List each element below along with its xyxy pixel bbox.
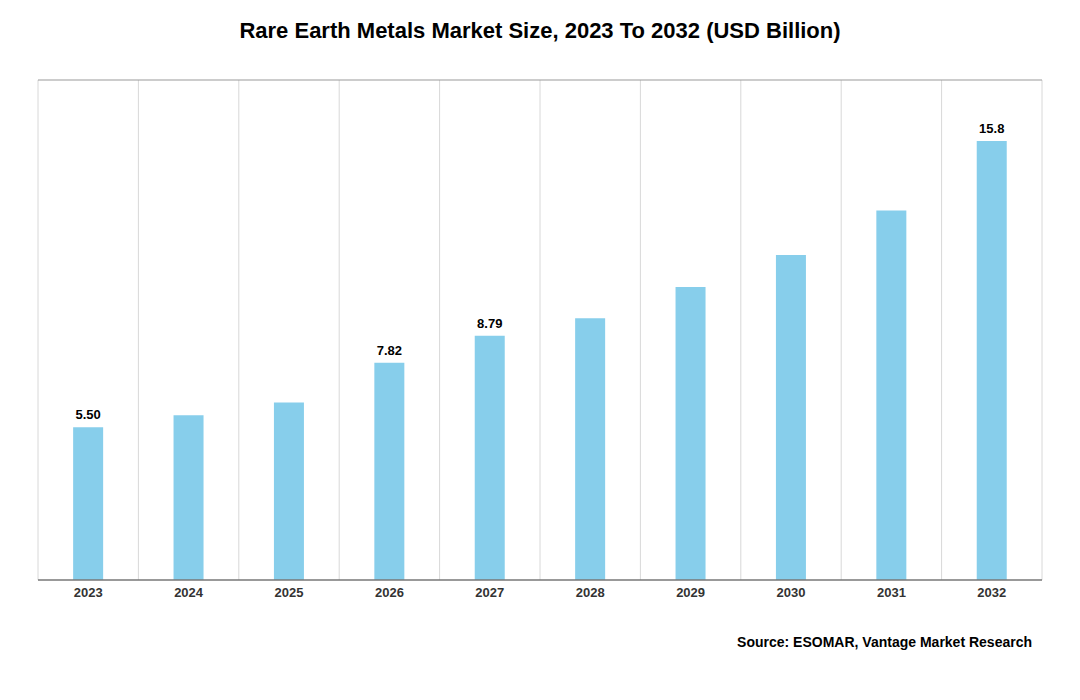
svg-text:2023: 2023 — [74, 585, 103, 600]
svg-text:2026: 2026 — [375, 585, 404, 600]
svg-text:2030: 2030 — [777, 585, 806, 600]
svg-text:7.82: 7.82 — [377, 343, 402, 358]
svg-text:15.8: 15.8 — [979, 121, 1004, 136]
svg-text:2028: 2028 — [576, 585, 605, 600]
svg-text:2024: 2024 — [174, 585, 204, 600]
svg-text:2025: 2025 — [275, 585, 304, 600]
svg-text:5.50: 5.50 — [75, 407, 100, 422]
svg-text:2029: 2029 — [676, 585, 705, 600]
svg-text:2027: 2027 — [475, 585, 504, 600]
svg-text:2032: 2032 — [977, 585, 1006, 600]
svg-text:2031: 2031 — [877, 585, 906, 600]
svg-text:8.79: 8.79 — [477, 316, 502, 331]
html-text:Source: ESOMAR, Vantage Market: Source: ESOMAR, Vantage Market Research — [737, 634, 1032, 650]
html-text:Rare Earth Metals Market Size,: Rare Earth Metals Market Size, 2023 To 2… — [239, 18, 841, 43]
